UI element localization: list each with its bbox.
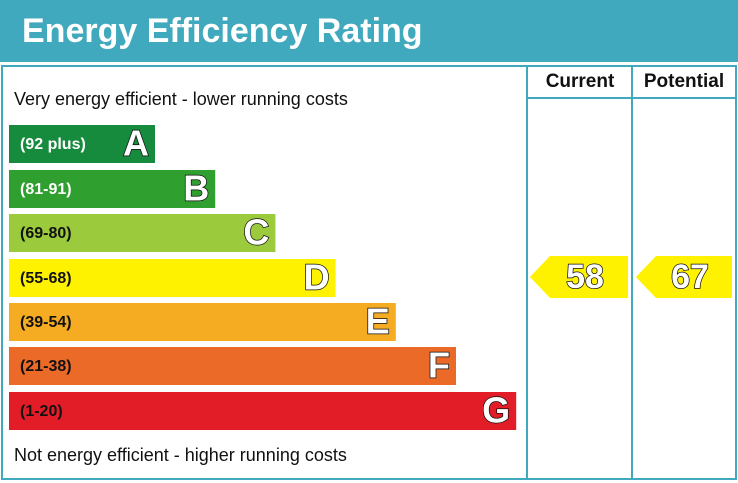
title-bar [0, 0, 738, 62]
band-letter: F [428, 345, 450, 386]
band-range: (92 plus) [20, 136, 86, 153]
band-letter: A [123, 123, 149, 164]
band-letter: B [183, 168, 209, 209]
band-bar [9, 214, 276, 252]
band-bar [9, 170, 216, 208]
band-letter: C [243, 212, 269, 253]
band-bar [9, 392, 517, 430]
rating-value: 67 [671, 258, 709, 296]
band-range: (55-68) [20, 270, 72, 287]
band-range: (81-91) [20, 181, 72, 198]
title: Energy Efficiency Rating [22, 12, 423, 50]
top-label: Very energy efficient - lower running co… [14, 89, 348, 109]
band-bar [9, 259, 336, 297]
rating-value: 58 [566, 258, 604, 296]
band-bar [9, 125, 155, 163]
band-letter: E [366, 301, 390, 342]
band-letter: G [482, 390, 510, 431]
frame [1, 65, 737, 480]
band-range: (1-20) [20, 403, 63, 420]
band-letter: D [304, 257, 330, 298]
band-range: (21-38) [20, 358, 72, 375]
band-bar [9, 347, 456, 385]
rating-arrow [636, 256, 732, 298]
band-range: (69-80) [20, 225, 72, 242]
band-bar [9, 303, 396, 341]
bottom-label: Not energy efficient - higher running co… [14, 445, 347, 465]
band-range: (39-54) [20, 314, 72, 331]
rating-arrow [530, 256, 628, 298]
column-header: Current [546, 71, 615, 92]
column-header: Potential [644, 71, 724, 92]
